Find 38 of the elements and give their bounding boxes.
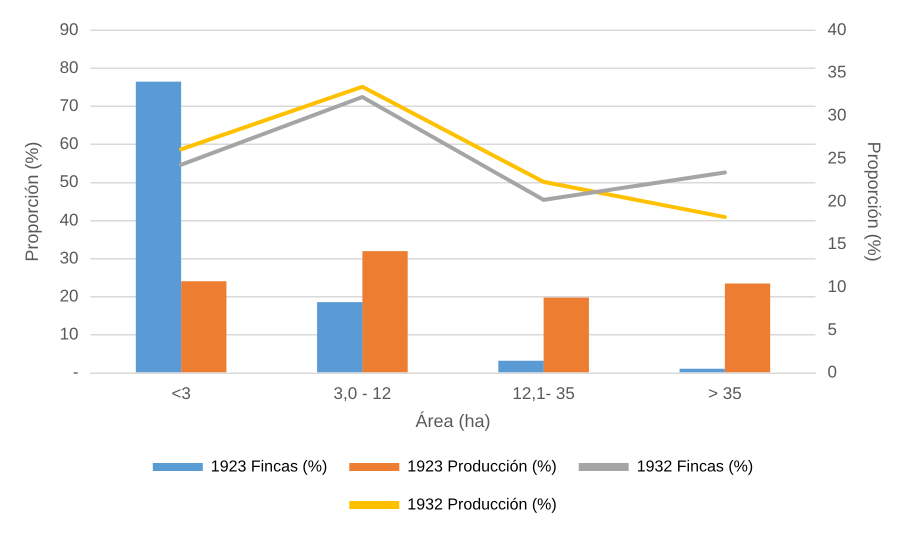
legend-label: 1932 Fincas (%) <box>636 458 754 476</box>
y2-tick-label: 35 <box>827 62 846 82</box>
bar <box>317 302 362 372</box>
bar <box>498 360 544 372</box>
y2-tick-label: 20 <box>827 191 846 210</box>
y-tick-label: 60 <box>60 134 79 154</box>
y-tick-label: 50 <box>60 172 79 192</box>
bar <box>136 82 182 372</box>
x-tick-label: > 35 <box>708 384 742 403</box>
y-tick-label: 80 <box>60 58 79 77</box>
y-tick-label: 10 <box>60 324 79 344</box>
y-tick-label: 30 <box>60 248 79 268</box>
x-axis-title: Área (ha) <box>415 411 491 432</box>
y-tick-label: 40 <box>60 210 79 230</box>
y-axis-title: Proporción (%) <box>22 142 42 262</box>
bar <box>680 368 725 372</box>
bar <box>181 281 226 372</box>
y2-tick-label: 5 <box>827 320 837 339</box>
y2-tick-label: 0 <box>827 362 837 382</box>
y2-axis-title: Proporción (%) <box>864 142 884 262</box>
y2-tick-label: 10 <box>827 276 846 296</box>
y-tick-label: - <box>72 362 79 382</box>
legend-label: 1923 Fincas (%) <box>210 458 328 476</box>
x-tick-label: 3,0 - 12 <box>334 384 392 403</box>
y-tick-label: 20 <box>60 286 79 306</box>
y2-tick-label: 30 <box>827 106 846 125</box>
legend-label: 1932 Producción (%) <box>407 496 557 514</box>
bar <box>362 251 408 372</box>
x-tick-label: <3 <box>171 384 191 403</box>
bar <box>724 283 770 372</box>
x-tick-label: 12,1- 35 <box>512 384 575 403</box>
y2-tick-label: 15 <box>827 234 846 254</box>
y-tick-label: 70 <box>60 96 79 116</box>
bar <box>544 298 589 372</box>
y2-tick-label: 40 <box>827 20 846 39</box>
legend-label: 1923 Producción (%) <box>407 458 557 476</box>
y2-tick-label: 25 <box>827 148 846 168</box>
y-tick-label: 90 <box>60 20 79 39</box>
